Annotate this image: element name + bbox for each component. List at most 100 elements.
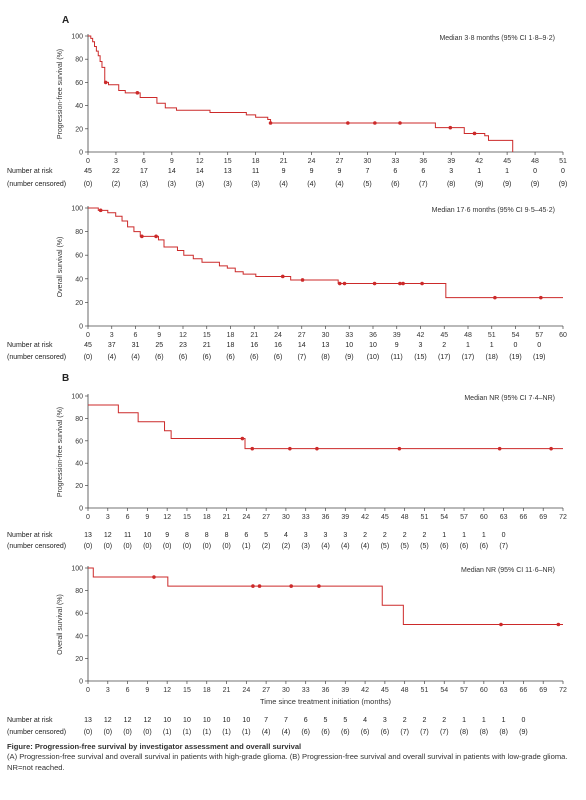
censored-count: (19) [509, 354, 521, 361]
at-risk-count: 1 [477, 168, 481, 175]
censored-count: (6) [179, 354, 188, 361]
censored-count: (3) [223, 181, 232, 188]
censored-count: (1) [183, 729, 192, 736]
x-tick-label: 24 [308, 158, 316, 165]
at-risk-count: 16 [250, 342, 258, 349]
x-tick-label: 24 [242, 687, 250, 694]
censored-count: (3) [251, 181, 260, 188]
censored-count: (17) [462, 354, 474, 361]
x-tick-label: 63 [500, 514, 508, 521]
x-tick-label: 9 [145, 687, 149, 694]
y-tick-label: 40 [75, 103, 83, 110]
y-tick-label: 60 [75, 438, 83, 445]
median-label: Median NR (95% CI 11·6–NR) [461, 567, 555, 574]
censor-marker [556, 622, 561, 627]
censor-marker [499, 622, 503, 627]
x-tick-label: 6 [134, 332, 138, 339]
x-tick-label: 18 [227, 332, 235, 339]
censored-count: (4) [335, 181, 344, 188]
censored-count: (15) [414, 354, 426, 361]
censored-count: (10) [367, 354, 379, 361]
x-tick-label: 21 [223, 514, 231, 521]
x-tick-label: 54 [512, 332, 520, 339]
at-risk-count: 3 [419, 342, 423, 349]
x-tick-label: 0 [86, 687, 90, 694]
x-tick-label: 27 [298, 332, 306, 339]
at-risk-count: 21 [203, 342, 211, 349]
censored-count: (3) [140, 181, 149, 188]
x-tick-label: 15 [183, 687, 191, 694]
km-curve [88, 35, 514, 152]
censored-count: (2) [112, 181, 121, 188]
figure-caption: Figure: Progression-free survival by inv… [7, 742, 579, 773]
censored-count: (7) [297, 354, 306, 361]
censor-marker [398, 281, 402, 286]
censor-marker [346, 121, 350, 125]
at-risk-count: 16 [274, 342, 282, 349]
censored-count: (0) [104, 729, 113, 736]
censor-marker [372, 281, 377, 286]
x-tick-label: 36 [322, 514, 330, 521]
censored-count: (6) [361, 729, 370, 736]
y-tick-label: 0 [79, 679, 83, 686]
x-tick-label: 15 [224, 158, 232, 165]
at-risk-count: 10 [369, 342, 377, 349]
censored-count: (5) [420, 543, 429, 550]
at-risk-count: 10 [203, 717, 211, 724]
at-risk-count: 3 [304, 532, 308, 539]
censored-count: (8) [321, 354, 330, 361]
x-tick-label: 42 [361, 514, 369, 521]
at-risk-count: 9 [338, 168, 342, 175]
censored-count: (9) [531, 181, 540, 188]
at-risk-count: 5 [264, 532, 268, 539]
censored-table-label: (number censored) [7, 354, 66, 361]
censor-marker [250, 446, 255, 451]
at-risk-count: 6 [304, 717, 308, 724]
censored-count: (11) [391, 354, 403, 361]
at-risk-count: 8 [225, 532, 229, 539]
x-tick-label: 24 [242, 514, 250, 521]
censor-marker [397, 446, 402, 451]
x-tick-label: 69 [539, 514, 547, 521]
at-risk-count: 6 [244, 532, 248, 539]
x-tick-label: 18 [252, 158, 260, 165]
at-risk-count: 2 [363, 532, 367, 539]
censored-count: (1) [222, 729, 231, 736]
x-tick-label: 60 [559, 332, 567, 339]
censor-marker [448, 125, 453, 130]
censored-count: (6) [460, 543, 469, 550]
risk-table-label: Number at risk [7, 717, 53, 724]
at-risk-count: 13 [84, 532, 92, 539]
x-tick-label: 39 [447, 158, 455, 165]
at-risk-count: 13 [84, 717, 92, 724]
censor-marker [280, 274, 285, 279]
x-tick-label: 42 [475, 158, 483, 165]
censored-table-label: (number censored) [7, 543, 66, 550]
x-tick-label: 48 [464, 332, 472, 339]
censored-count: (3) [195, 181, 204, 188]
x-tick-label: 30 [364, 158, 372, 165]
censored-count: (6) [440, 543, 449, 550]
x-tick-label: 30 [282, 687, 290, 694]
at-risk-count: 12 [143, 717, 151, 724]
censored-count: (0) [123, 729, 132, 736]
y-tick-label: 20 [75, 126, 83, 133]
at-risk-count: 0 [521, 717, 525, 724]
at-risk-count: 1 [462, 532, 466, 539]
censored-count: (6) [480, 543, 489, 550]
x-tick-label: 60 [480, 514, 488, 521]
x-tick-label: 3 [114, 158, 118, 165]
censored-table-label: (number censored) [7, 181, 66, 188]
at-risk-count: 0 [514, 342, 518, 349]
y-tick-label: 0 [79, 324, 83, 331]
censored-count: (19) [533, 354, 545, 361]
censored-count: (7) [419, 181, 428, 188]
at-risk-count: 2 [403, 717, 407, 724]
x-tick-label: 51 [421, 514, 429, 521]
censored-count: (1) [242, 543, 251, 550]
y-tick-label: 40 [75, 461, 83, 468]
at-risk-count: 7 [365, 168, 369, 175]
y-tick-label: 100 [71, 34, 83, 41]
at-risk-count: 2 [403, 532, 407, 539]
censored-table-label: (number censored) [7, 729, 66, 736]
